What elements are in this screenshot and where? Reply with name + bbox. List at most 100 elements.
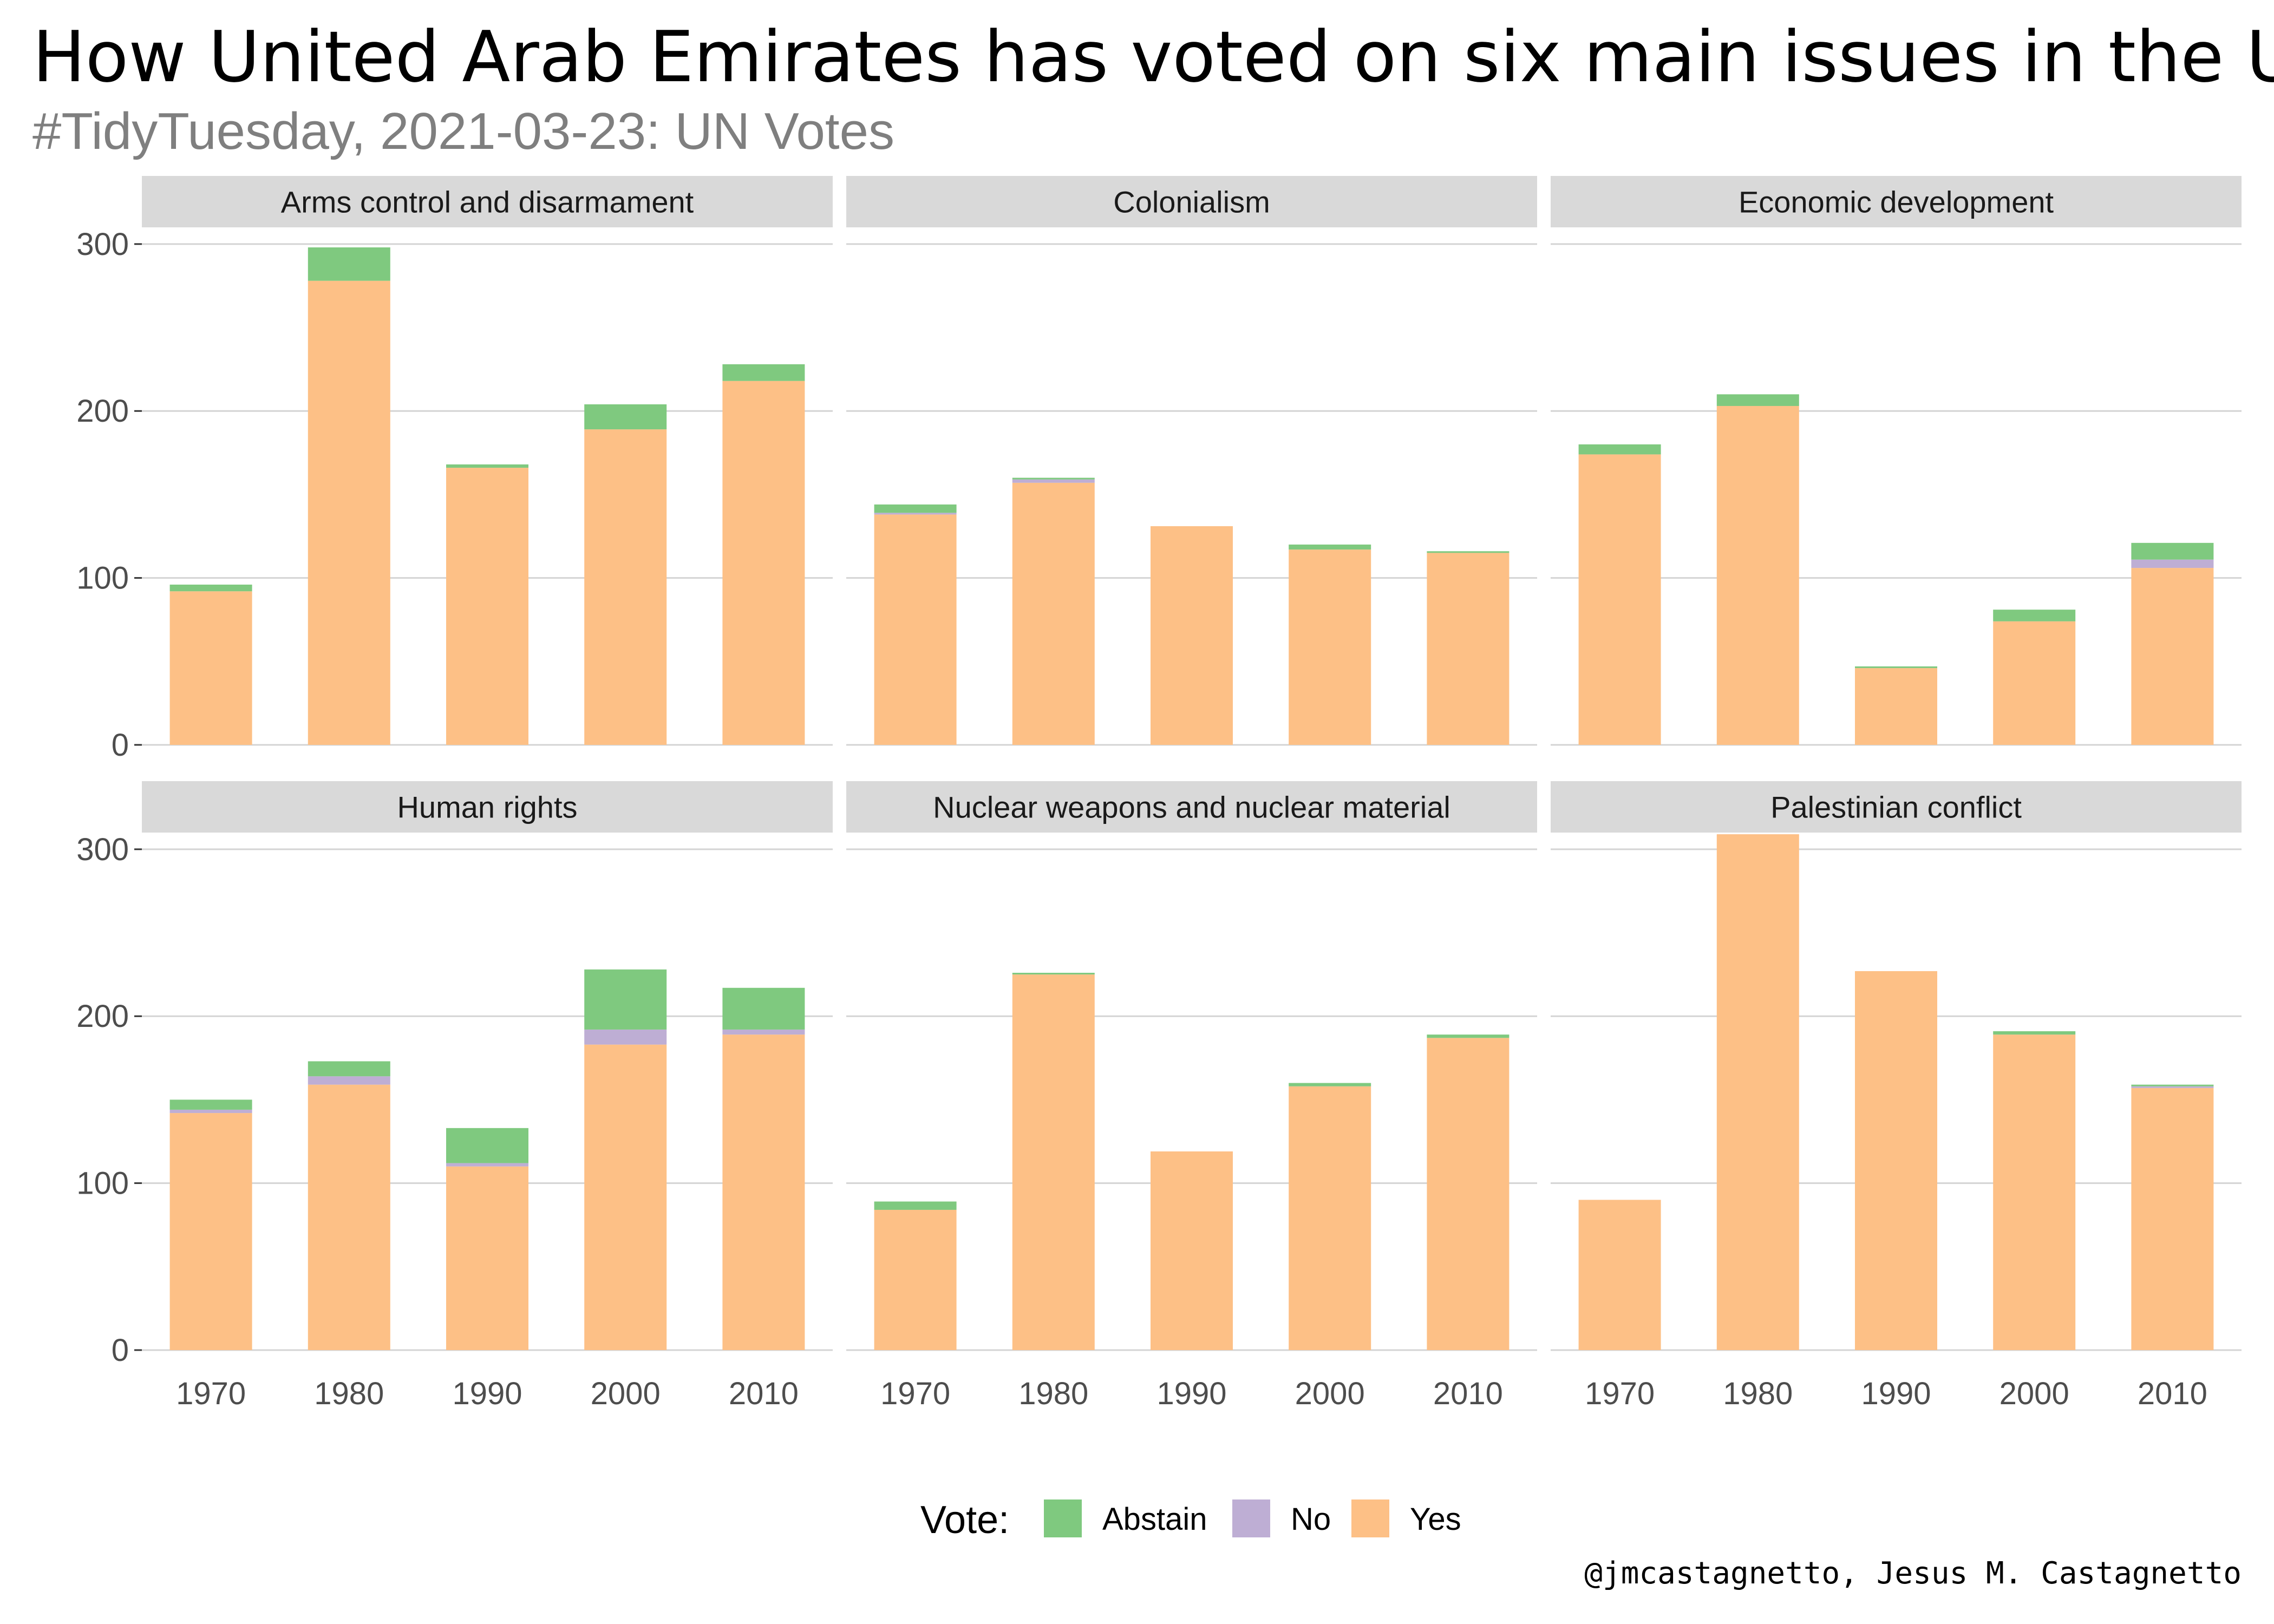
bar-abstain-2000 [1289, 1083, 1371, 1086]
facet-strip [1551, 781, 2242, 833]
bar-abstain-2000 [1993, 610, 2076, 621]
bar-abstain-1970 [169, 584, 252, 592]
bar-abstain-2000 [1993, 1031, 2076, 1035]
y-tick-label: 100 [76, 1166, 129, 1201]
legend-swatch-no [1232, 1499, 1270, 1537]
bar-abstain-2010 [722, 364, 805, 381]
panel-nuclear-weapons-and-nuclear-material: Nuclear weapons and nuclear material 1970… [846, 781, 1537, 1411]
panel-palestinian-conflict: Palestinian conflict 1970 1980 1990 2000 2010 [1551, 781, 2242, 1411]
x-tick-label: 2010 [2138, 1376, 2207, 1411]
bar-no-2000 [584, 1029, 667, 1045]
legend-title: Vote: [920, 1498, 1009, 1542]
y-tick-label: 300 [76, 227, 129, 262]
bar-no-2010 [722, 1029, 805, 1035]
bar-abstain-2010 [2131, 542, 2214, 560]
legend-label-yes: Yes [1410, 1502, 1461, 1537]
x-tick-label: 1970 [176, 1376, 246, 1411]
bar-yes-1990 [1151, 1151, 1233, 1350]
facet-strip [1551, 176, 2242, 227]
x-tick-label: 1990 [1861, 1376, 1931, 1411]
bar-abstain-1980 [1012, 477, 1095, 480]
bar-yes-1970 [169, 1113, 252, 1350]
bar-no-1980 [1012, 479, 1095, 483]
bar-no-1990 [446, 1163, 528, 1167]
bar-abstain-1980 [308, 1061, 390, 1077]
bar-yes-2000 [1993, 621, 2076, 745]
bar-no-2010 [2131, 1086, 2214, 1088]
panel-arms-control-and-disarmament: Arms control and disarmament 0 100 200 300 [76, 176, 833, 763]
x-tick-label: 1990 [1156, 1376, 1226, 1411]
facet-label: Nuclear weapons and nuclear material [933, 790, 1450, 824]
bar-yes-1980 [1716, 405, 1799, 745]
facet-label: Human rights [397, 790, 577, 824]
legend: Vote: Abstain No Yes [920, 1498, 1461, 1542]
panel-colonialism: Colonialism [846, 176, 1537, 746]
bar-no-1980 [308, 1076, 390, 1085]
x-tick-label: 2010 [729, 1376, 799, 1411]
bar-abstain-2000 [1289, 544, 1371, 550]
bar-abstain-1970 [169, 1099, 252, 1110]
bar-abstain-1990 [446, 1128, 528, 1163]
bar-abstain-1980 [1716, 394, 1799, 406]
bar-yes-2000 [584, 1044, 667, 1350]
x-tick-label: 1980 [314, 1376, 384, 1411]
x-tick-label: 2000 [1295, 1376, 1365, 1411]
y-tick-label: 0 [112, 1333, 129, 1368]
bar-abstain-1990 [446, 464, 528, 468]
bar-no-1970 [169, 1109, 252, 1114]
bar-yes-2000 [1289, 549, 1371, 745]
panel-human-rights: Human rights 0 100 200 300 1970 1980 1990 2000 20… [76, 781, 833, 1411]
legend-swatch-abstain [1044, 1499, 1082, 1537]
facet-label: Colonialism [1113, 185, 1270, 219]
y-tick-label: 100 [76, 561, 129, 596]
y-tick-label: 0 [112, 728, 129, 763]
bar-abstain-1970 [874, 504, 957, 513]
bar-abstain-2010 [2131, 1084, 2214, 1086]
bar-yes-1980 [1012, 482, 1095, 745]
x-tick-label: 1980 [1018, 1376, 1088, 1411]
bar-yes-1980 [308, 280, 390, 745]
facet-panels: Arms control and disarmament 0 100 200 300 Co… [76, 176, 2242, 1411]
bar-yes-1990 [1151, 526, 1233, 745]
x-tick-label: 1970 [1585, 1376, 1655, 1411]
bar-yes-1970 [169, 591, 252, 745]
bar-yes-1980 [1716, 834, 1799, 1350]
bar-yes-2010 [722, 1034, 805, 1350]
bar-yes-1970 [1578, 1200, 1661, 1350]
bar-abstain-2010 [722, 987, 805, 1030]
x-tick-label: 1970 [880, 1376, 950, 1411]
bar-abstain-1970 [1578, 444, 1661, 455]
bar-yes-1980 [1012, 974, 1095, 1350]
x-tick-label: 2000 [591, 1376, 661, 1411]
x-tick-label: 1990 [452, 1376, 522, 1411]
bar-yes-2010 [2131, 568, 2214, 745]
bar-abstain-1970 [874, 1201, 957, 1210]
bar-yes-2000 [1993, 1034, 2076, 1350]
bar-yes-1970 [874, 514, 957, 745]
legend-swatch-yes [1351, 1499, 1389, 1537]
bar-yes-2000 [1289, 1086, 1371, 1350]
bar-yes-1990 [1855, 668, 1937, 745]
bar-no-2010 [2131, 559, 2214, 568]
legend-label-abstain: Abstain [1102, 1502, 1207, 1537]
bar-yes-2010 [1427, 1038, 1510, 1350]
chart-caption: @jmcastagnetto, Jesus M. Castagnetto [1584, 1556, 2242, 1591]
facet-label: Arms control and disarmament [281, 185, 694, 219]
facet-label: Palestinian conflict [1770, 790, 2022, 824]
facet-strip [142, 176, 833, 227]
y-tick-label: 200 [76, 394, 129, 429]
bar-yes-1990 [446, 1166, 528, 1350]
bar-abstain-1980 [1012, 973, 1095, 975]
panel-economic-development: Economic development [1551, 176, 2242, 746]
bar-yes-1990 [446, 468, 528, 745]
facet-strip [142, 781, 833, 833]
chart-title: How United Arab Emirates has voted on si… [32, 16, 2274, 98]
bar-yes-2000 [584, 429, 667, 745]
y-tick-label: 200 [76, 999, 129, 1034]
bar-abstain-2000 [584, 969, 667, 1030]
bar-yes-1970 [874, 1209, 957, 1350]
bar-abstain-2010 [1427, 1034, 1510, 1038]
bar-abstain-1990 [1855, 666, 1937, 669]
facet-strip [846, 781, 1537, 833]
